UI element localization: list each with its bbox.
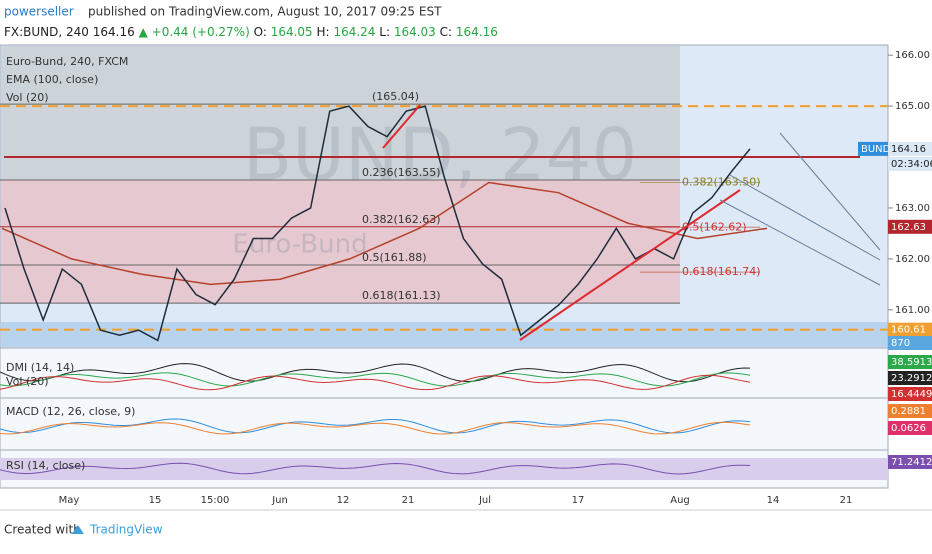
dmi-value: 38.5913 (891, 357, 932, 368)
ohlc-label: O: (254, 25, 267, 39)
x-tick-label: 14 (767, 495, 780, 506)
projection-line (729, 174, 881, 261)
x-tick-label: May (59, 495, 80, 506)
ohlc-label: H: (317, 25, 330, 39)
dmi-value: 16.4449 (891, 389, 932, 400)
x-tick-label: 17 (572, 495, 585, 506)
ohlc-value: 164.03 (394, 25, 436, 39)
published: published on TradingView.com, August 10,… (88, 5, 442, 19)
volume-tag-bg (888, 336, 932, 350)
rsi-value: 71.2412 (891, 457, 932, 468)
fib-zone-grey (1, 46, 680, 181)
macd-signal (0, 421, 751, 435)
ohlc-value: 164.05 (271, 25, 313, 39)
x-tick-label: Jul (478, 495, 491, 506)
change: ▲ +0.44 (+0.27%) (139, 25, 250, 39)
name-tag-bg (858, 141, 888, 156)
dmi-minus (0, 374, 751, 391)
price-tag-bg (888, 141, 932, 156)
y-tick-label: 162.00 (895, 254, 930, 265)
macd-value: 0.2881 (891, 406, 926, 417)
ema-tag: 162.63 (891, 222, 926, 233)
fib-label: 0.618(161.13) (362, 289, 441, 302)
ema-tag-bg (888, 219, 932, 234)
price-line (4, 105, 751, 342)
macd-value: 0.0626 (891, 423, 926, 434)
x-tick-label: 15 (149, 495, 162, 506)
fib-label: 0.382(162.63) (362, 213, 441, 226)
macd-value-bg (888, 404, 932, 418)
x-tick-label: 21 (840, 495, 853, 506)
dmi-value-bg (888, 355, 932, 369)
dmi-panel (0, 347, 889, 399)
trend-line (382, 104, 421, 149)
projection-line (719, 199, 881, 286)
y-tick-label: 165.00 (895, 101, 930, 112)
dmi-value-bg (888, 387, 932, 401)
volume-band (1, 322, 888, 347)
ohlc-label: L: (379, 25, 390, 39)
ohlc-value: 164.24 (333, 25, 375, 39)
y-tick-label: 163.00 (895, 203, 930, 214)
dmi-value: 23.2912 (891, 373, 932, 384)
rsi-line (0, 462, 751, 475)
last-price: 164.16 (93, 25, 135, 39)
name-tag: BUND (861, 144, 891, 155)
symbol-line: FX:BUND, 240 164.16 ▲ +0.44 (+0.27%) O: … (4, 25, 498, 39)
ohlc-value: 164.16 (456, 25, 498, 39)
dmi-plus (0, 372, 751, 387)
dmi-adx (0, 363, 751, 383)
footer-created: Created with (4, 523, 81, 537)
fib-label: 0.5(162.62) (682, 220, 747, 233)
fib-label: 0.618(161.74) (682, 265, 761, 278)
ema-line (1, 181, 768, 286)
footer-brand[interactable]: TradingView (89, 523, 163, 537)
countdown-tag-bg (888, 156, 932, 171)
rsi-band (0, 458, 888, 480)
trend-line (519, 189, 741, 341)
watermark-sub: Euro-Bund (232, 230, 367, 260)
projection-line (779, 132, 881, 251)
support-tag: 160.61 (891, 325, 926, 336)
panel-legend: EMA (100, close) (6, 73, 98, 86)
x-tick-label: Jun (271, 495, 288, 506)
x-tick-label: 15:00 (201, 495, 230, 506)
volume-tag: 870 (891, 338, 910, 349)
ohlc-label: C: (440, 25, 452, 39)
panel-legend: RSI (14, close) (6, 459, 85, 472)
panel-legend: MACD (12, 26, close, 9) (6, 405, 135, 418)
rsi-value-bg (888, 455, 932, 469)
fib-label: (165.04) (372, 90, 419, 103)
dmi-value-bg (888, 371, 932, 385)
tv-logo (72, 525, 84, 534)
panel-legend: Vol (20) (6, 375, 49, 388)
countdown-tag: 02:34:06 (891, 159, 932, 170)
support-tag-bg (888, 322, 932, 337)
panel-legend: DMI (14, 14) (6, 361, 74, 374)
fib-label: 0.236(163.55) (362, 166, 441, 179)
y-tick-label: 161.00 (895, 305, 930, 316)
price-tag: 164.16 (891, 144, 926, 155)
x-tick-label: 12 (337, 495, 350, 506)
macd-value-bg (888, 421, 932, 435)
x-tick-label: 21 (402, 495, 415, 506)
panel-legend: Vol (20) (6, 91, 49, 104)
fib-label: 0.382(163.50) (682, 175, 761, 188)
macd-line (0, 418, 751, 434)
symbol: FX:BUND, 240 (4, 25, 89, 39)
panel-legend: Euro-Bund, 240, FXCM (6, 55, 128, 68)
y-tick-label: 166.00 (895, 50, 930, 61)
symbol-info: FX:BUND, 240 164.16 ▲ +0.44 (+0.27%) O: … (4, 25, 498, 39)
x-tick-label: Aug (670, 495, 690, 506)
watermark: BUND, 240 (243, 113, 638, 197)
fib-label: 0.5(161.88) (362, 251, 427, 264)
fib-zone-red (1, 179, 680, 304)
author[interactable]: powerseller (4, 5, 74, 19)
